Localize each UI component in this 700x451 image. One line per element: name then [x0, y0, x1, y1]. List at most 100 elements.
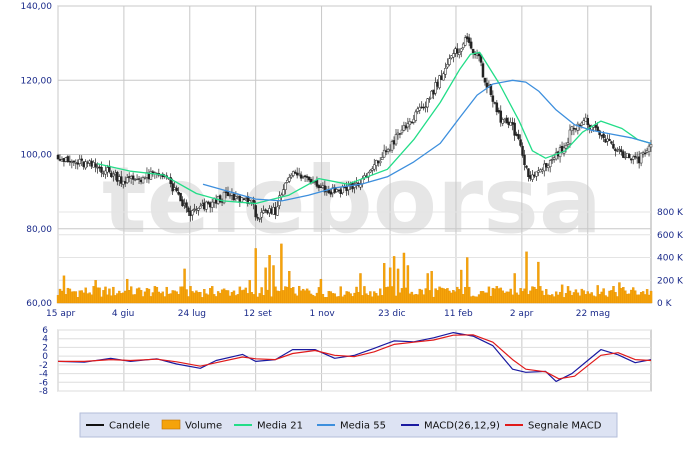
candle-body: [523, 154, 526, 166]
volume-bar: [438, 286, 441, 304]
legend-item[interactable]: Candele: [86, 421, 150, 432]
legend-label: MACD(26,12,9): [424, 421, 500, 432]
volume-bar: [133, 294, 137, 304]
candle-body: [110, 172, 113, 178]
volume-bar: [305, 288, 309, 304]
volume-bar: [325, 297, 329, 304]
volume-bar: [430, 270, 433, 304]
candle-body: [315, 179, 319, 187]
candle-body: [226, 191, 230, 197]
candle-body: [123, 181, 127, 184]
candle-body: [127, 176, 131, 178]
candle-body: [98, 166, 101, 169]
candle-body: [106, 167, 109, 173]
legend-item[interactable]: Media 55: [317, 421, 386, 432]
volume-bar: [209, 287, 212, 304]
volume-bar: [129, 286, 133, 304]
candle-body: [339, 189, 342, 194]
volume-bar: [442, 288, 445, 304]
volume-bar: [558, 291, 562, 304]
volume-bar: [483, 292, 487, 304]
volume-bar: [82, 292, 85, 304]
volume-bar: [124, 290, 127, 304]
candle-body: [380, 157, 384, 160]
candle-body: [288, 177, 291, 182]
volume-bar: [398, 292, 402, 304]
candle-body: [236, 196, 240, 198]
volume-bar: [375, 293, 378, 304]
legend-item[interactable]: Media 21: [234, 421, 303, 432]
volume-bar: [410, 291, 414, 304]
volume-bar: [357, 292, 360, 304]
candle-body: [645, 150, 649, 153]
volume-bar: [102, 290, 105, 304]
volume-bar: [288, 270, 291, 304]
candle-body: [386, 148, 390, 152]
candle-body: [521, 145, 524, 156]
volume-bar: [351, 296, 354, 304]
volume-bar: [562, 297, 566, 304]
candle-body: [228, 194, 232, 197]
candle-body: [580, 122, 584, 126]
candle-body: [424, 106, 427, 108]
volume-bar: [578, 295, 582, 304]
volume-bar: [337, 296, 340, 304]
volume-bar: [420, 289, 423, 304]
volume-y-tick: 200 K: [657, 276, 684, 286]
candle-body: [62, 158, 66, 162]
volume-bar: [610, 290, 613, 304]
volume-bar: [400, 288, 404, 304]
volume-bar: [614, 292, 617, 304]
volume-bar: [203, 289, 206, 304]
volume-bar: [301, 288, 305, 304]
candle-body: [483, 77, 487, 83]
candle-body: [141, 177, 145, 184]
candle-body: [121, 180, 125, 185]
macd-y-tick: -6: [39, 378, 48, 388]
candle-body: [72, 160, 76, 163]
candle-body: [282, 189, 285, 196]
candle-body: [649, 144, 653, 148]
volume-bar: [556, 294, 560, 304]
volume-bars: [56, 243, 653, 304]
media21-line: [97, 51, 652, 205]
candle-body: [402, 125, 406, 131]
candle-body: [319, 186, 323, 188]
volume-bar: [414, 294, 418, 304]
volume-bar: [303, 290, 307, 304]
volume-bar: [495, 286, 499, 304]
legend-item[interactable]: MACD(26,12,9): [401, 421, 500, 432]
legend-label: Volume: [185, 421, 222, 432]
candle-body: [426, 98, 429, 108]
legend-item[interactable]: Volume: [161, 419, 222, 432]
candle-body: [92, 162, 95, 168]
volume-bar: [473, 296, 477, 304]
volume-bar: [276, 290, 279, 304]
candle-body: [529, 175, 532, 179]
volume-bar: [189, 286, 192, 304]
candle-body: [58, 159, 62, 161]
candle-body: [169, 177, 172, 184]
candle-body: [329, 191, 333, 195]
volume-bar: [167, 293, 170, 304]
volume-bar: [234, 295, 238, 304]
volume-bar: [365, 293, 368, 304]
volume-bar: [618, 282, 621, 304]
volume-bar: [163, 296, 166, 304]
legend-item[interactable]: Segnale MACD: [505, 421, 602, 432]
volume-bar: [408, 293, 412, 304]
volume-bar: [139, 290, 143, 304]
candle-body: [171, 183, 174, 192]
candle-body: [612, 143, 615, 149]
volume-bar: [296, 295, 299, 304]
volume-bar: [471, 295, 475, 304]
x-tick-label: 24 lug: [178, 309, 206, 319]
volume-bar: [541, 290, 544, 304]
candle-body: [446, 64, 449, 68]
volume-bar: [345, 291, 348, 304]
volume-bar: [240, 290, 244, 304]
candle-body: [301, 176, 305, 178]
x-tick-label: 4 giu: [112, 309, 135, 319]
candle-body: [626, 152, 629, 158]
candle-body: [392, 140, 396, 145]
